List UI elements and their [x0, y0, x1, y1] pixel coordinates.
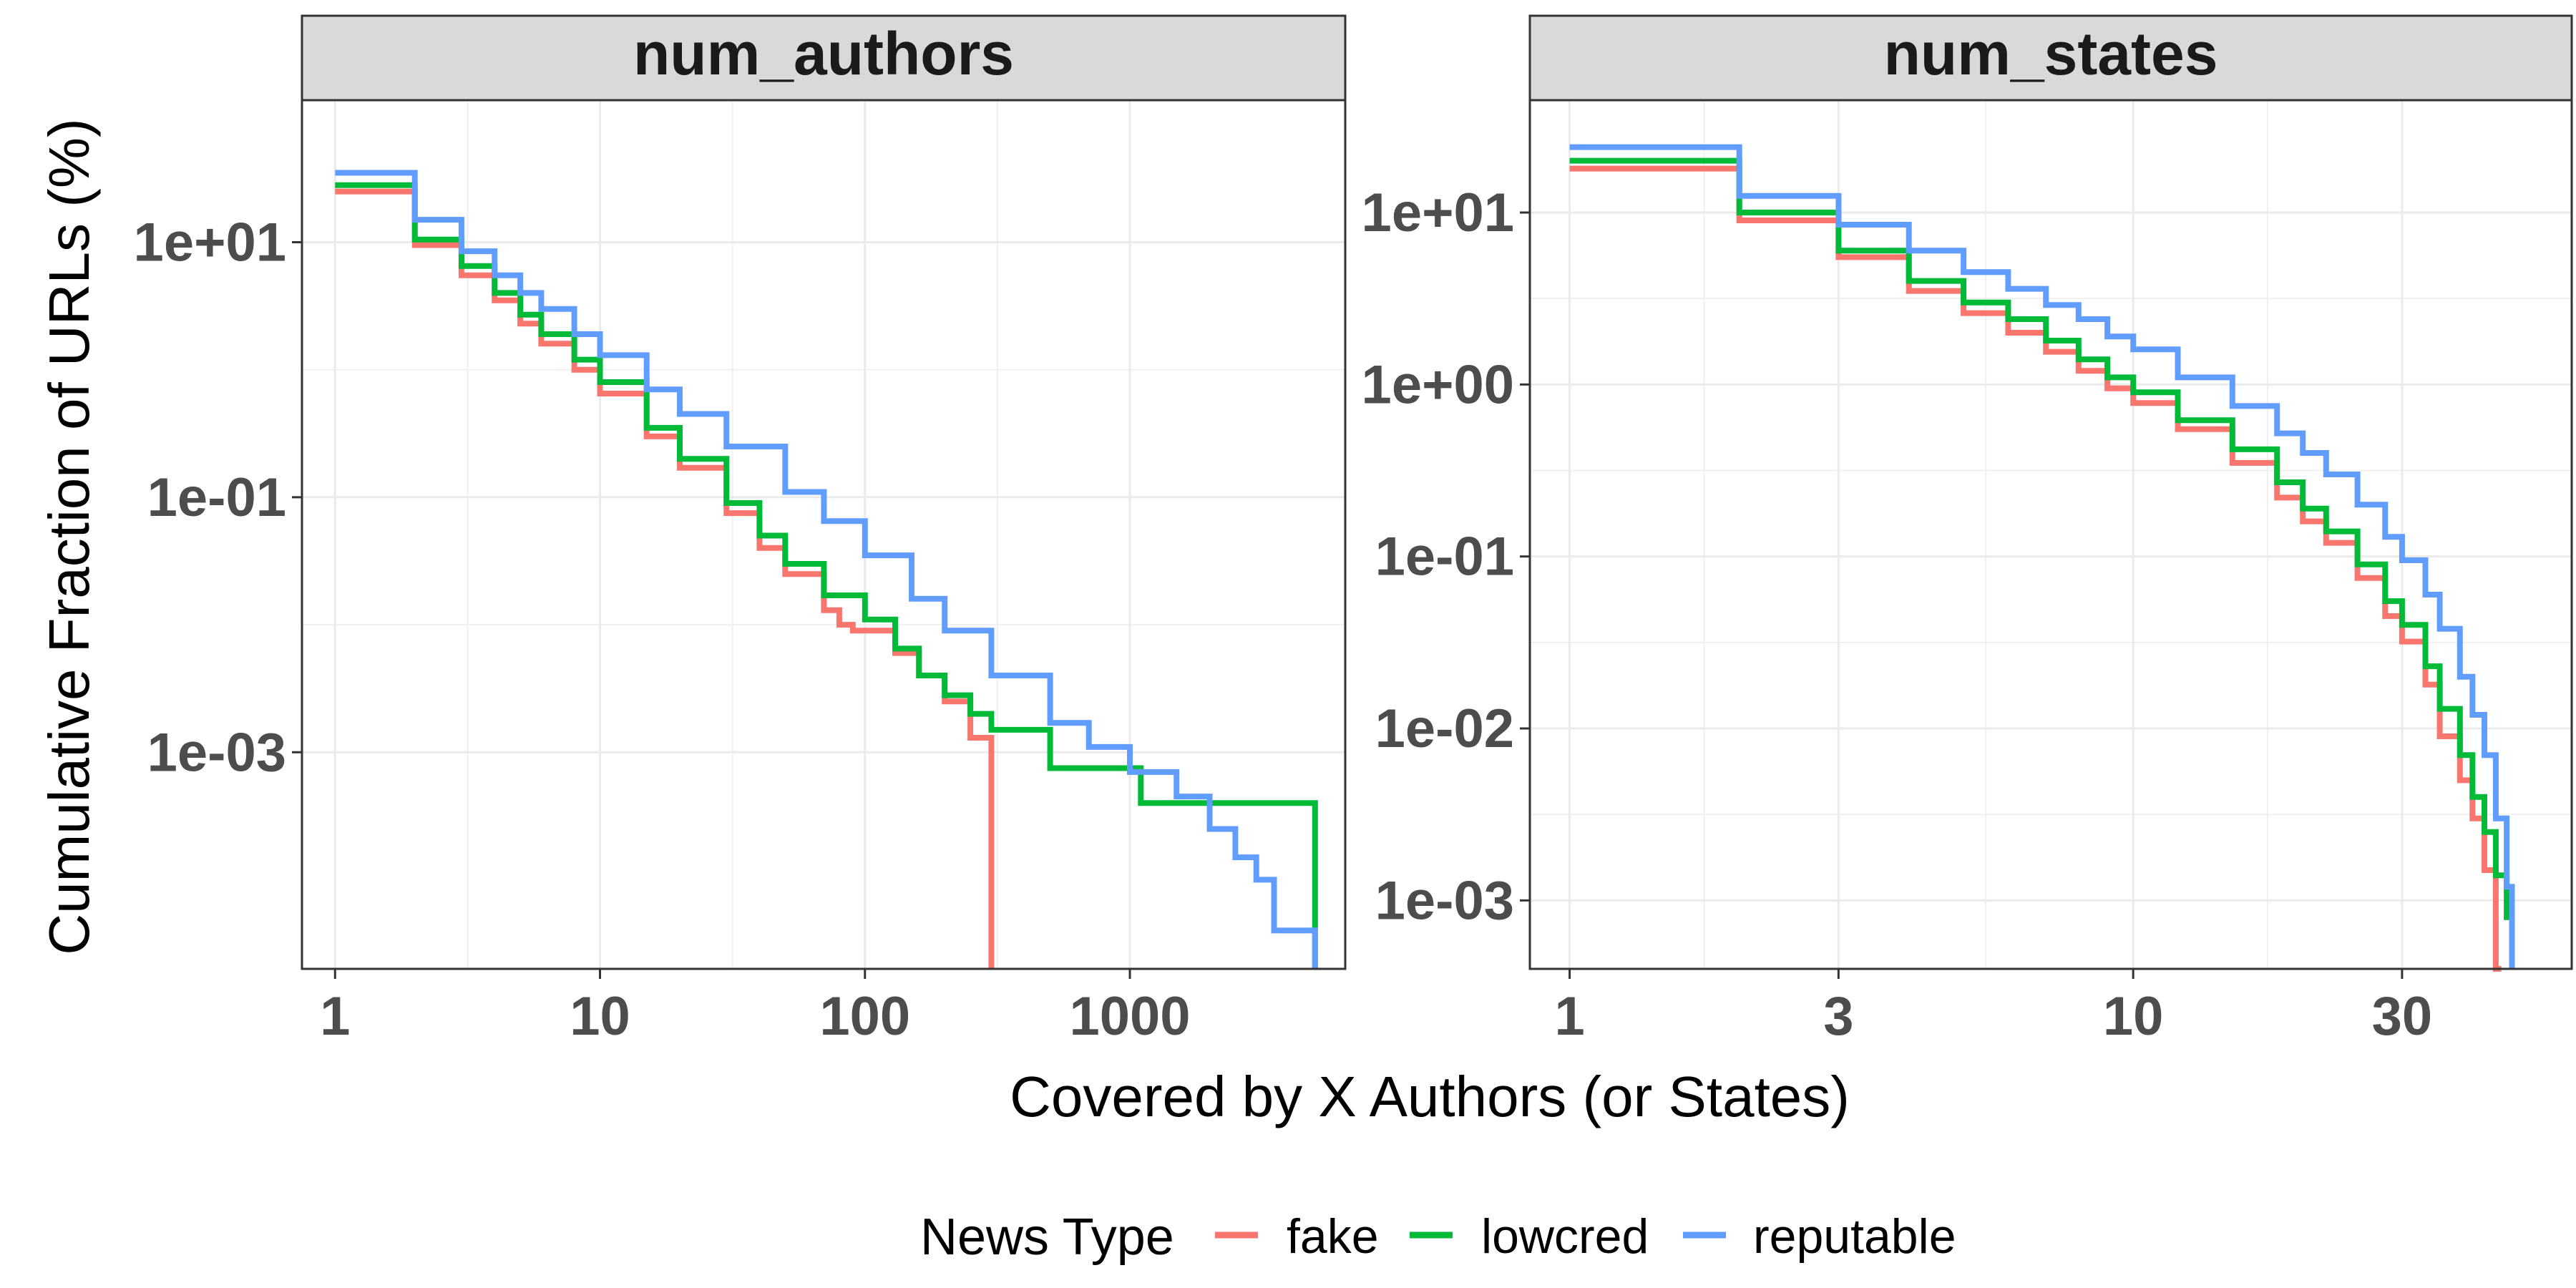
facet-title-num-states: num_states	[1884, 20, 2218, 87]
facet-strip-num-states	[1528, 14, 2573, 102]
series-num-authors	[335, 170, 1318, 969]
y-tick-label: 1e+01	[1362, 182, 1514, 243]
legend-label-fake: fake	[1287, 1209, 1379, 1264]
y-tick-label: 1e-03	[1375, 870, 1514, 931]
x-tick-label: 100	[819, 986, 910, 1047]
y-tick-label: 1e-01	[147, 467, 286, 528]
y-tick-label: 1e-01	[1375, 527, 1514, 587]
facet-title-num-authors: num_authors	[633, 20, 1014, 87]
facet-num-authors: num_authors 1e+01 1e-01 1e-03 1 10 100 1000	[134, 14, 1347, 1047]
series-line-reputable	[1569, 144, 2515, 969]
y-tick-label: 1e-03	[147, 722, 286, 783]
x-ticks-num-states: 1 3 10 30	[1554, 969, 2432, 1047]
x-tick-label: 30	[2372, 986, 2433, 1047]
panel-border-num-states	[1528, 99, 2573, 970]
y-ticks-num-states: 1e+01 1e+00 1e-01 1e-02 1e-03	[1362, 182, 1530, 931]
panel-border-num-authors	[301, 99, 1347, 970]
x-tick-label: 1	[1554, 986, 1584, 1047]
series-num-states	[1569, 144, 2515, 972]
x-tick-label: 3	[1823, 986, 1853, 1047]
y-tick-label: 1e+01	[134, 212, 286, 273]
x-ticks-num-authors: 1 10 100 1000	[320, 969, 1191, 1047]
y-ticks-num-authors: 1e+01 1e-01 1e-03	[134, 212, 302, 783]
y-tick-label: 1e-02	[1375, 698, 1514, 759]
x-axis-title: Covered by X Authors (or States)	[1010, 1065, 1850, 1128]
grid-num-authors	[302, 100, 1345, 969]
panel-num-authors	[301, 99, 1347, 970]
series-line-lowcred	[1569, 157, 2515, 969]
legend-label-lowcred: lowcred	[1481, 1209, 1649, 1264]
series-line-fake	[1569, 165, 2502, 972]
legend: News Type fake lowcred reputable	[920, 1209, 1956, 1266]
y-axis-title: Cumulative Fraction of URLs (%)	[37, 118, 101, 955]
panel-num-states	[1528, 99, 2573, 970]
legend-title: News Type	[920, 1209, 1174, 1266]
y-tick-label: 1e+00	[1362, 354, 1514, 415]
series-line-reputable	[335, 170, 1318, 969]
legend-label-reputable: reputable	[1753, 1209, 1956, 1264]
x-tick-label: 1	[320, 986, 350, 1047]
facet-strip-num-authors	[301, 14, 1347, 102]
x-tick-label: 10	[2103, 986, 2164, 1047]
x-tick-label: 10	[570, 986, 630, 1047]
series-line-lowcred	[335, 182, 1318, 969]
x-tick-label: 1000	[1069, 986, 1190, 1047]
